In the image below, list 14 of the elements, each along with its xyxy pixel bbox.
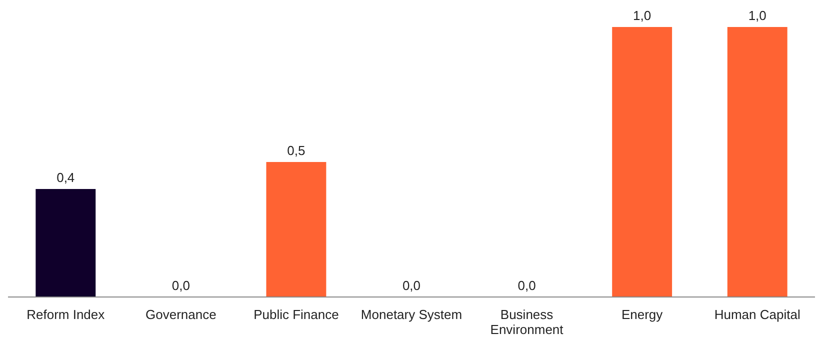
data-label: 0,0: [402, 278, 421, 293]
data-label: 1,0: [633, 8, 652, 23]
x-tick-label: Reform Index: [26, 307, 106, 322]
data-label: 1,0: [748, 8, 766, 23]
x-tick-label: Governance: [146, 307, 216, 322]
data-label: 0,0: [518, 278, 536, 293]
data-label: 0,0: [172, 278, 190, 293]
x-tick-label: Monetary System: [360, 307, 462, 322]
data-label: 0,4: [56, 170, 75, 185]
x-tick-label: Human Capital: [714, 307, 800, 322]
x-tick-label: Public Finance: [254, 307, 339, 322]
data-label: 0,5: [287, 143, 306, 158]
x-tick-label: Business Environment: [490, 307, 564, 337]
x-tick-label: Energy: [621, 307, 664, 322]
